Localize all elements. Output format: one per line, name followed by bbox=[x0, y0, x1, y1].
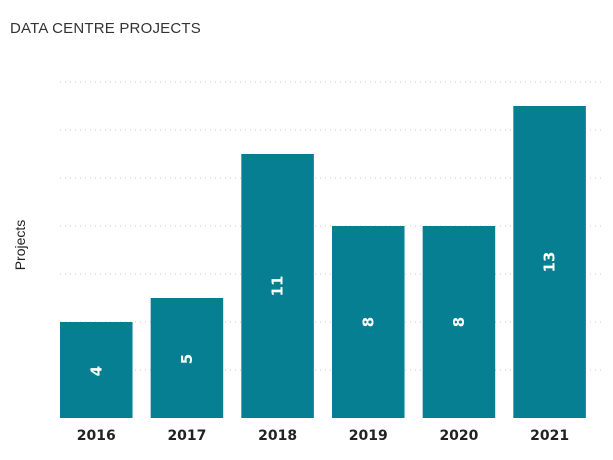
data-label-2019: 8 bbox=[359, 317, 377, 327]
x-tick-label-2018: 2018 bbox=[258, 428, 297, 444]
data-label-2018: 11 bbox=[269, 276, 287, 297]
x-tick-label-2020: 2020 bbox=[439, 428, 478, 444]
bar-2019[interactable] bbox=[332, 226, 405, 418]
data-label-2021: 13 bbox=[541, 252, 559, 273]
bar-2016[interactable] bbox=[60, 322, 133, 418]
bar-2018[interactable] bbox=[241, 154, 314, 418]
x-tick-label-2019: 2019 bbox=[349, 428, 388, 444]
data-label-2016: 4 bbox=[87, 366, 105, 376]
data-label-2017: 5 bbox=[178, 354, 196, 364]
x-tick-label-2021: 2021 bbox=[530, 428, 569, 444]
chart-title: DATA CENTRE PROJECTS bbox=[10, 20, 201, 37]
bar-2017[interactable] bbox=[150, 298, 224, 418]
bar-2020[interactable] bbox=[422, 226, 496, 418]
bar-2021[interactable] bbox=[513, 106, 586, 418]
x-tick-label-2017: 2017 bbox=[167, 428, 206, 444]
x-tick-label-2016: 2016 bbox=[77, 428, 116, 444]
data-label-2020: 8 bbox=[450, 317, 468, 327]
